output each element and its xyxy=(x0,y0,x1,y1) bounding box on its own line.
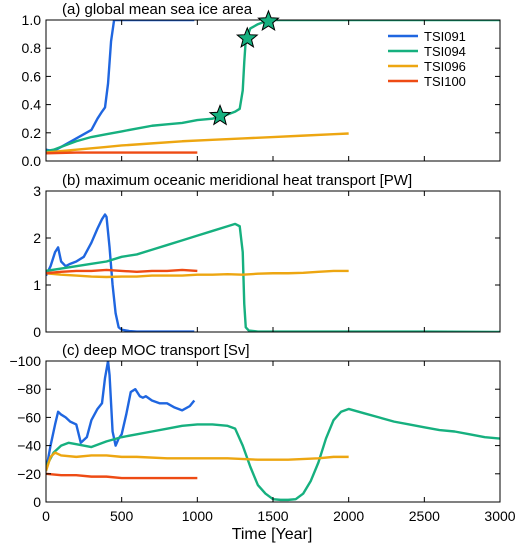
y-tick-label: −80 xyxy=(17,381,41,397)
x-tick-label: 3000 xyxy=(484,508,515,524)
star-marker xyxy=(208,103,232,126)
x-tick-label: 0 xyxy=(42,508,50,524)
x-tick-label: 2500 xyxy=(409,508,440,524)
y-tick-label: −20 xyxy=(17,466,41,482)
series-group xyxy=(46,361,500,502)
series-group xyxy=(46,213,500,332)
y-tick-label: −60 xyxy=(17,409,41,425)
y-tick-label: 0.6 xyxy=(22,68,42,84)
legend-label: TSI094 xyxy=(424,44,466,59)
panel-c: −100 −80 −60 −40 −20 0 (c) deep MOC transport … xyxy=(9,342,501,510)
series-line-tsi100 xyxy=(46,268,198,275)
x-tick-label: 500 xyxy=(110,508,134,524)
star-marker xyxy=(257,9,280,32)
y-tick-label: 0.0 xyxy=(22,153,42,169)
y-tick-label: 1 xyxy=(33,277,41,293)
y-tick-label: 0.8 xyxy=(22,40,42,56)
x-tick-label: 1000 xyxy=(182,508,213,524)
y-tick-label: 3 xyxy=(33,183,41,199)
y-tick-label: −100 xyxy=(9,353,41,369)
x-tick-label: 2000 xyxy=(333,508,364,524)
series-line-tsi096 xyxy=(46,451,349,472)
panel-a: 0.0 0.2 0.4 0.6 0.8 1.0 (a) global mean sea ic… xyxy=(22,1,501,169)
x-axis-label: Time [Year] xyxy=(232,526,313,543)
legend-label: TSI091 xyxy=(424,29,466,44)
series-line-tsi100 xyxy=(46,151,198,155)
series-line-tsi091 xyxy=(46,213,195,332)
y-tick-label: 0.4 xyxy=(22,97,42,113)
panel-b: 0 1 2 3 (b) maximum oceanic meridional heat … xyxy=(33,172,501,340)
series-line-tsi094 xyxy=(46,407,500,502)
series-line-tsi091 xyxy=(46,361,196,472)
panel-title: (b) maximum oceanic meridional heat tran… xyxy=(62,172,412,189)
x-tick-label: 1500 xyxy=(257,508,288,524)
panel-title: (c) deep MOC transport [Sv] xyxy=(62,342,250,359)
x-axis: 0 500 1000 1500 2000 2500 3000 xyxy=(42,508,516,524)
y-tick-label: 0.2 xyxy=(22,125,42,141)
series-line-tsi094 xyxy=(46,222,500,332)
y-tick-label: 2 xyxy=(33,230,41,246)
series-line-tsi096 xyxy=(46,132,349,154)
panel-title: (a) global mean sea ice area xyxy=(62,1,253,18)
legend-label: TSI096 xyxy=(424,59,466,74)
star-marker xyxy=(235,26,259,48)
plot-frame xyxy=(45,190,501,333)
y-tick-label: 0 xyxy=(33,494,41,510)
legend-label: TSI100 xyxy=(424,74,466,89)
y-tick-label: −40 xyxy=(17,438,41,454)
series-line-tsi100 xyxy=(46,472,198,480)
plot-frame xyxy=(45,360,501,503)
series-line-tsi096 xyxy=(46,269,349,279)
y-tick-label: 0 xyxy=(33,324,41,340)
y-tick-label: 1.0 xyxy=(22,12,42,28)
